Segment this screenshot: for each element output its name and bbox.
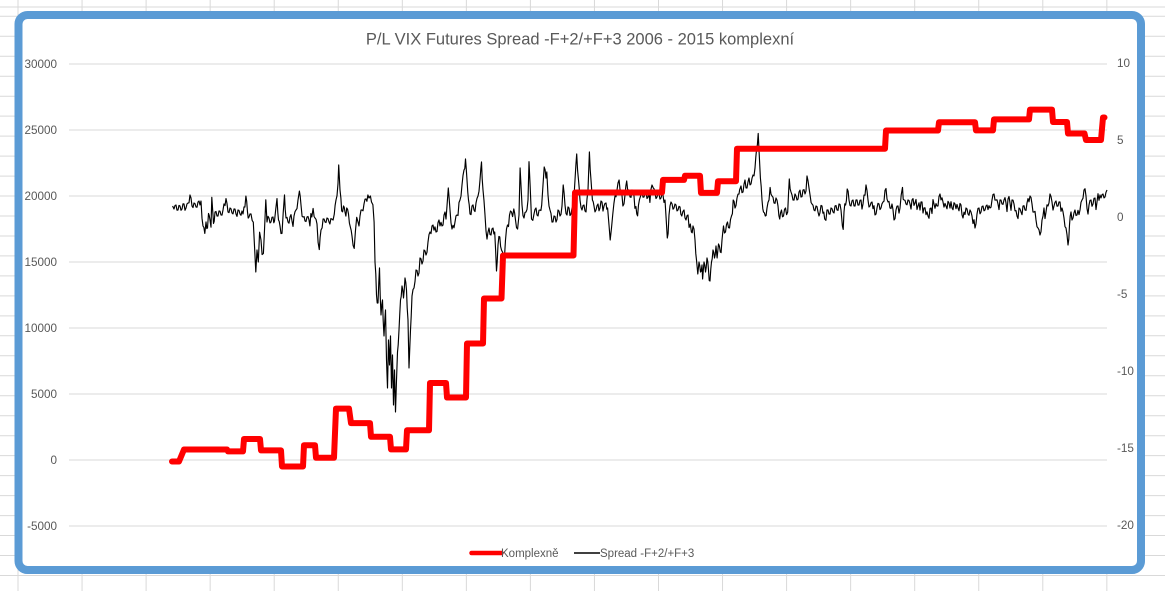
svg-text:0: 0 (50, 454, 57, 467)
svg-text:10: 10 (1117, 57, 1131, 70)
svg-text:P/L VIX Futures Spread -F+2/+F: P/L VIX Futures Spread -F+2/+F+3 2006 - … (366, 31, 795, 49)
svg-text:15000: 15000 (24, 256, 57, 269)
svg-text:-10: -10 (1117, 365, 1134, 378)
svg-text:-5: -5 (1117, 288, 1128, 301)
svg-text:0: 0 (1117, 211, 1124, 224)
svg-text:5: 5 (1117, 134, 1124, 147)
svg-text:-15: -15 (1117, 442, 1134, 455)
svg-text:Komplexně: Komplexně (501, 548, 559, 560)
svg-text:30000: 30000 (24, 58, 57, 71)
svg-text:-20: -20 (1117, 519, 1134, 532)
svg-text:25000: 25000 (24, 124, 57, 137)
svg-text:20000: 20000 (24, 190, 57, 203)
svg-text:-5000: -5000 (27, 520, 57, 533)
svg-text:10000: 10000 (24, 322, 57, 335)
svg-text:Spread -F+2/+F+3: Spread -F+2/+F+3 (600, 548, 694, 560)
svg-text:5000: 5000 (31, 388, 58, 401)
